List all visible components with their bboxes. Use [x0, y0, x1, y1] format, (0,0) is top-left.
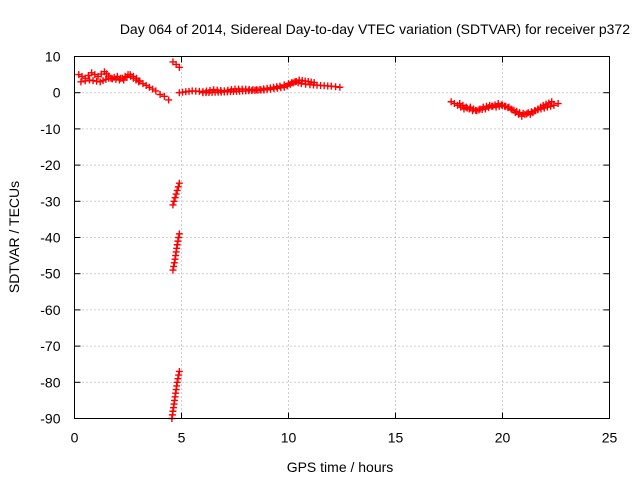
data-point — [81, 77, 89, 85]
chart-title: Day 064 of 2014, Sidereal Day-to-day VTE… — [120, 21, 630, 37]
data-point — [174, 375, 182, 383]
data-point — [170, 262, 178, 270]
y-tick-label: -70 — [40, 338, 60, 354]
data-point — [160, 92, 168, 100]
data-point — [169, 201, 177, 209]
data-point — [174, 237, 182, 245]
x-axis-label: GPS time / hours — [287, 459, 394, 475]
y-tick-label: -80 — [40, 374, 60, 390]
y-tick-label: -90 — [40, 411, 60, 427]
data-point — [548, 98, 556, 106]
y-tick-label: -40 — [40, 230, 60, 246]
data-point — [550, 101, 558, 109]
x-tick-label: 20 — [495, 430, 511, 446]
grid — [74, 56, 610, 419]
data-point — [170, 197, 178, 205]
data-points — [75, 58, 562, 422]
tick-labels: 0 5 10 15 20 25 10 0 -10 -20 -30 -40 -50 -60 -70 -80 -90 — [40, 49, 617, 446]
data-point — [175, 63, 183, 71]
data-point — [175, 234, 183, 241]
data-point — [171, 194, 179, 202]
data-point — [175, 371, 183, 379]
data-point — [485, 104, 493, 112]
data-point — [175, 179, 183, 187]
data-point — [504, 104, 512, 112]
data-point — [77, 78, 85, 86]
data-point — [174, 183, 182, 191]
x-tick-label: 0 — [71, 430, 79, 446]
x-tick-label: 25 — [602, 430, 618, 446]
data-point — [173, 241, 181, 249]
x-tick-label: 15 — [388, 430, 404, 446]
data-point — [491, 101, 499, 109]
x-tick-label: 10 — [281, 430, 297, 446]
data-point — [173, 378, 181, 386]
y-tick-label: -30 — [40, 193, 60, 209]
data-point — [488, 102, 496, 110]
y-tick-label: 10 — [45, 49, 61, 65]
data-point — [135, 78, 143, 86]
data-point — [169, 266, 177, 274]
data-point — [336, 83, 344, 91]
data-point — [175, 367, 183, 375]
x-tick-label: 5 — [178, 430, 186, 446]
data-point — [172, 190, 180, 198]
data-point — [170, 259, 178, 267]
data-point — [152, 87, 160, 95]
y-axis-label: SDTVAR / TECUs — [6, 181, 22, 293]
data-point — [497, 101, 505, 109]
y-tick-label: -60 — [40, 302, 60, 318]
data-point — [175, 230, 183, 238]
y-tick-label: -20 — [40, 157, 60, 173]
data-point — [156, 91, 164, 99]
plot-frame — [74, 56, 610, 419]
data-point — [165, 96, 173, 104]
data-point — [554, 100, 562, 108]
y-tick-label: -50 — [40, 266, 60, 282]
data-point — [481, 105, 489, 113]
data-point — [310, 79, 318, 87]
data-point — [494, 100, 502, 108]
data-point — [501, 102, 509, 110]
y-tick-label: -10 — [40, 121, 60, 137]
data-point — [173, 186, 181, 194]
y-tick-label: 0 — [53, 85, 61, 101]
